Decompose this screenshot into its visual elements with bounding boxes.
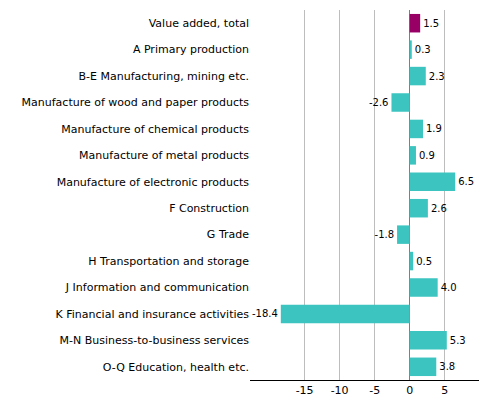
svg-text:Manufacture of wood and paper: Manufacture of wood and paper products	[22, 96, 250, 109]
svg-text:J Information and communicatio: J Information and communication	[65, 281, 249, 294]
svg-text:0.3: 0.3	[415, 44, 431, 55]
svg-text:0.9: 0.9	[419, 150, 435, 161]
svg-text:G Trade: G Trade	[207, 228, 249, 241]
svg-text:K Financial and insurance acti: K Financial and insurance activities	[56, 308, 250, 321]
svg-text:2.3: 2.3	[429, 71, 445, 82]
svg-text:Value added, total: Value added, total	[149, 17, 249, 30]
svg-text:-18.4: -18.4	[252, 308, 278, 319]
svg-text:-2.6: -2.6	[369, 97, 389, 108]
svg-text:-10: -10	[331, 384, 349, 397]
svg-text:M-N Business-to-business servi: M-N Business-to-business services	[60, 334, 250, 347]
svg-text:-1.8: -1.8	[375, 229, 395, 240]
svg-text:5: 5	[441, 384, 448, 397]
svg-text:-15: -15	[296, 384, 314, 397]
svg-text:1.9: 1.9	[426, 123, 442, 134]
svg-text:Manufacture of chemical produc: Manufacture of chemical products	[61, 123, 249, 136]
svg-text:H Transportation and storage: H Transportation and storage	[88, 255, 249, 268]
svg-text:Manufacture of metal products: Manufacture of metal products	[79, 149, 249, 162]
svg-text:1.5: 1.5	[423, 18, 439, 29]
svg-text:-5: -5	[369, 384, 380, 397]
svg-text:F Construction: F Construction	[169, 202, 249, 215]
svg-text:3.8: 3.8	[439, 361, 455, 372]
svg-text:4.0: 4.0	[441, 282, 457, 293]
svg-text:5.3: 5.3	[450, 335, 466, 346]
svg-text:B-E Manufacturing, mining etc.: B-E Manufacturing, mining etc.	[79, 70, 249, 83]
svg-text:A Primary production: A Primary production	[133, 43, 249, 56]
svg-text:Manufacture of electronic prod: Manufacture of electronic products	[57, 176, 250, 189]
svg-text:6.5: 6.5	[458, 176, 474, 187]
svg-text:O-Q Education, health etc.: O-Q Education, health etc.	[103, 361, 249, 374]
svg-text:0: 0	[406, 384, 413, 397]
svg-text:2.6: 2.6	[431, 203, 447, 214]
svg-text:0.5: 0.5	[416, 256, 432, 267]
